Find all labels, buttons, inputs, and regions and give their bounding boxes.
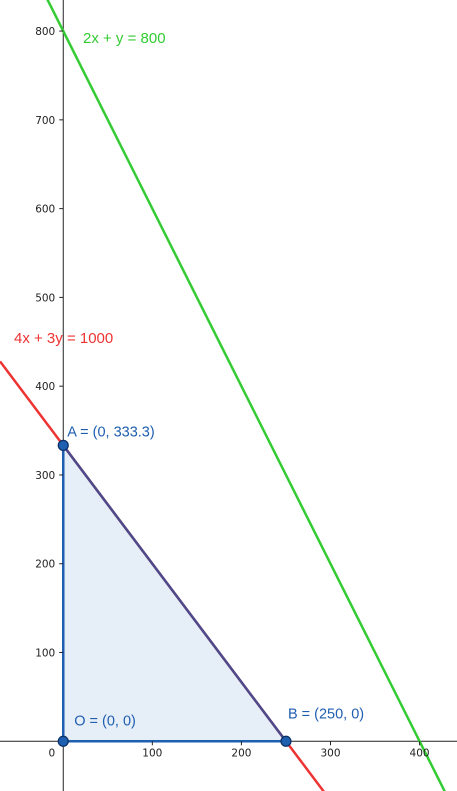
y-tick-label: 100 — [35, 648, 55, 660]
constraint-label-1: 2x + y = 800 — [83, 30, 166, 47]
y-tick-label: 200 — [35, 559, 55, 571]
y-tick-label: 600 — [35, 204, 55, 216]
y-tick-label: 500 — [35, 292, 55, 304]
point-1 — [57, 439, 69, 451]
y-tick-label: 700 — [35, 115, 55, 127]
point-3 — [57, 735, 69, 747]
y-tick-label: 400 — [35, 381, 55, 393]
x-tick-label: 200 — [231, 747, 251, 759]
origin-tick-label: 0 — [49, 747, 56, 759]
x-tick-label: 400 — [410, 747, 430, 759]
y-tick-label: 300 — [35, 470, 55, 482]
constraint-label-2: 4x + 3y = 1000 — [14, 330, 113, 347]
region-edge-ab — [62, 444, 287, 743]
point-2 — [280, 735, 292, 747]
y-tick-label: 800 — [35, 26, 55, 38]
x-tick-label: 300 — [320, 747, 340, 759]
point-label-2: B = (250, 0) — [288, 706, 364, 722]
x-tick-label: 100 — [142, 747, 162, 759]
point-label-3: O = (0, 0) — [74, 713, 136, 729]
point-label-1: A = (0, 333.3) — [67, 424, 154, 440]
